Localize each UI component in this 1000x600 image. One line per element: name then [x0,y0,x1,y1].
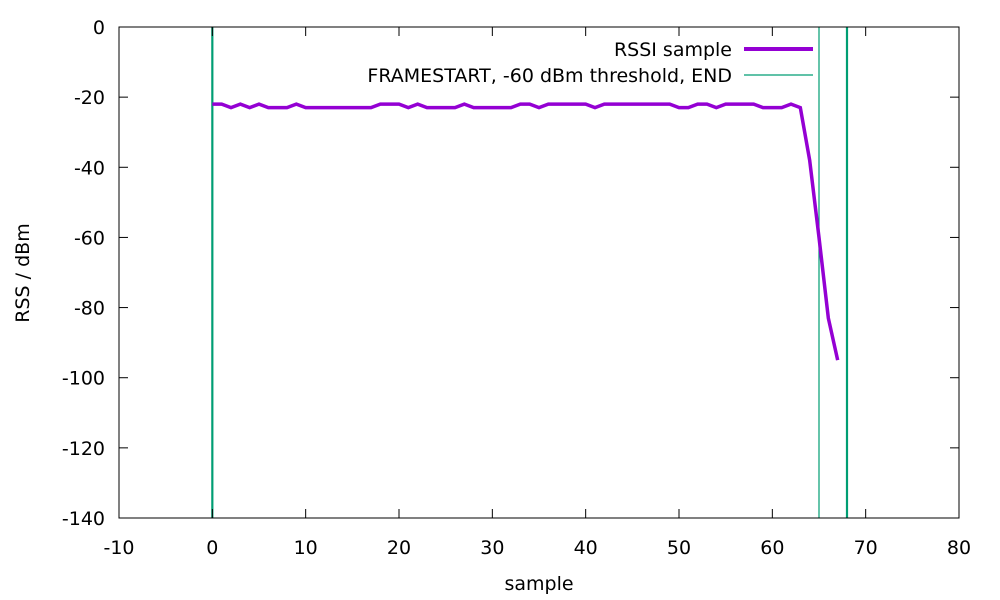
x-tick-label: -10 [103,537,134,559]
x-tick-label: 20 [387,537,411,559]
y-tick-label: -60 [74,227,105,249]
x-tick-label: 30 [480,537,504,559]
y-tick-label: -40 [74,157,105,179]
y-tick-label: 0 [93,17,105,39]
y-tick-label: -120 [62,438,105,460]
legend-label-markers: FRAMESTART, -60 dBm threshold, END [367,65,732,87]
y-tick-label: -20 [74,87,105,109]
y-tick-label: -100 [62,368,105,390]
x-axis-title: sample [504,573,573,595]
legend-label-rssi: RSSI sample [614,39,732,61]
x-tick-label: 70 [854,537,878,559]
x-tick-label: 80 [947,537,971,559]
x-tick-label: 40 [574,537,598,559]
y-tick-label: -140 [62,508,105,530]
x-tick-label: 10 [294,537,318,559]
x-tick-label: 60 [760,537,784,559]
plot-frame [118,26,960,519]
y-axis-title: RSS / dBm [12,223,34,322]
x-tick-label: 50 [667,537,691,559]
y-tick-label: -80 [74,298,105,320]
rssi-series-line [212,102,840,361]
legend: RSSI sample FRAMESTART, -60 dBm threshol… [367,39,813,87]
x-tick-label: 0 [206,537,218,559]
